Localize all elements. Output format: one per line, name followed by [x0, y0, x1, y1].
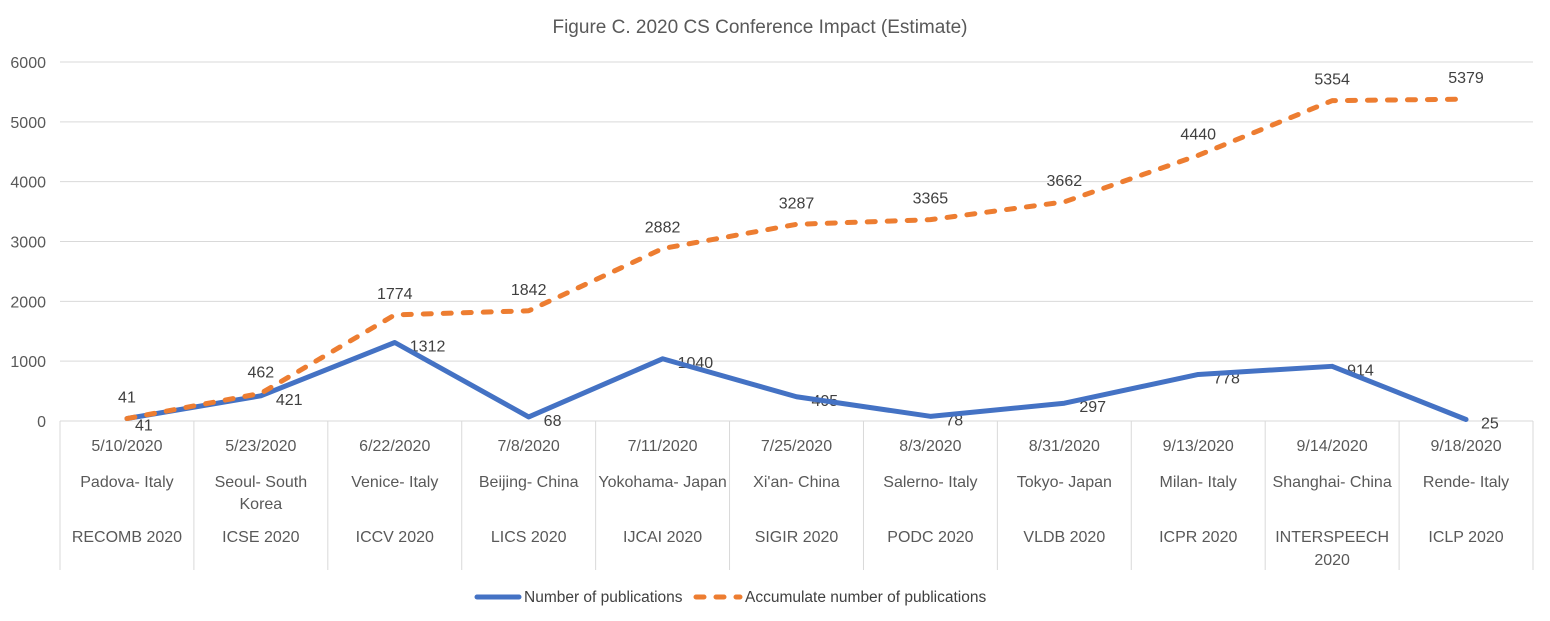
y-tick-label: 0 — [37, 414, 46, 431]
data-label: 462 — [248, 364, 275, 381]
category-location-label: Salerno- Italy — [883, 474, 977, 491]
data-label: 68 — [544, 413, 562, 430]
category-conference-label: PODC 2020 — [887, 529, 973, 546]
category-location-label: Yokohama- Japan — [598, 474, 726, 491]
category-date-label: 7/11/2020 — [628, 438, 698, 455]
category-conference-label: 2020 — [1314, 552, 1350, 569]
category-date-label: 9/13/2020 — [1163, 438, 1234, 455]
data-label: 421 — [276, 392, 303, 409]
y-tick-label: 2000 — [10, 294, 46, 311]
category-conference-label: ICPR 2020 — [1159, 529, 1237, 546]
chart-title: Figure C. 2020 CS Conference Impact (Est… — [552, 17, 967, 38]
category-conference-label: ICSE 2020 — [222, 529, 299, 546]
category-conference-label: RECOMB 2020 — [72, 529, 182, 546]
y-axis-labels: 0 1000 2000 3000 4000 5000 6000 — [10, 55, 46, 431]
category-location-label: Venice- Italy — [351, 474, 438, 491]
data-label: 1842 — [511, 282, 547, 299]
category-conference-label: ICLP 2020 — [1428, 529, 1503, 546]
category-date-label: 7/8/2020 — [498, 438, 560, 455]
category-conference-label: ICCV 2020 — [356, 529, 434, 546]
category-location-label: Padova- Italy — [80, 474, 173, 491]
category-date-label: 9/18/2020 — [1430, 438, 1501, 455]
data-label: 3662 — [1047, 173, 1083, 190]
category-location-label: Korea — [240, 496, 283, 513]
series-lines — [124, 96, 1469, 423]
legend-label-accumulate-number-of-publications: Accumulate number of publications — [745, 589, 986, 606]
category-conference-label: SIGIR 2020 — [755, 529, 839, 546]
category-date-label: 8/3/2020 — [899, 438, 961, 455]
category-conference-label: LICS 2020 — [491, 529, 567, 546]
category-location-label: Shanghai- China — [1273, 474, 1392, 491]
data-label: 41 — [135, 418, 153, 435]
y-tick-label: 6000 — [10, 55, 46, 72]
data-label: 1312 — [410, 338, 446, 355]
category-location-label: Milan- Italy — [1160, 474, 1237, 491]
x-axis-category-table: 5/10/2020 Padova- Italy RECOMB 2020 5/23/20… — [59, 421, 1534, 570]
category-date-label: 8/31/2020 — [1029, 438, 1100, 455]
data-label: 5379 — [1448, 70, 1484, 87]
category-location-label: Xi'an- China — [753, 474, 840, 491]
category-location-label: Beijing- China — [479, 474, 579, 491]
data-label: 4440 — [1180, 126, 1216, 143]
y-tick-label: 1000 — [10, 354, 46, 371]
y-tick-label: 5000 — [10, 115, 46, 132]
category-date-label: 7/25/2020 — [761, 438, 832, 455]
legend-label-number-of-publications: Number of publications — [524, 589, 683, 606]
category-date-label: 9/14/2020 — [1297, 438, 1368, 455]
y-tick-label: 4000 — [10, 175, 46, 192]
gridlines — [60, 61, 1533, 422]
data-label: 3365 — [913, 191, 949, 208]
category-conference-label: INTERSPEECH — [1275, 529, 1389, 546]
category-conference-label: VLDB 2020 — [1023, 529, 1105, 546]
category-date-label: 5/10/2020 — [91, 438, 162, 455]
category-date-label: 6/22/2020 — [359, 438, 430, 455]
data-label: 1774 — [377, 286, 413, 303]
series-line-number-of-publications — [124, 339, 1469, 423]
category-location-label: Tokyo- Japan — [1017, 474, 1112, 491]
data-label: 25 — [1481, 416, 1499, 433]
data-label: 3287 — [779, 195, 815, 212]
legend: Number of publications Accumulate number… — [474, 589, 986, 606]
category-location-label: Seoul- South — [215, 474, 308, 491]
category-date-label: 5/23/2020 — [225, 438, 296, 455]
data-label: 2882 — [645, 220, 681, 237]
data-label: 5354 — [1314, 72, 1350, 89]
data-label: 297 — [1079, 399, 1106, 416]
data-label: 41 — [118, 390, 136, 407]
y-tick-label: 3000 — [10, 235, 46, 252]
series-line-accumulate-number-of-publications — [124, 96, 1469, 422]
category-location-label: Rende- Italy — [1423, 474, 1509, 491]
category-conference-label: IJCAI 2020 — [623, 529, 702, 546]
